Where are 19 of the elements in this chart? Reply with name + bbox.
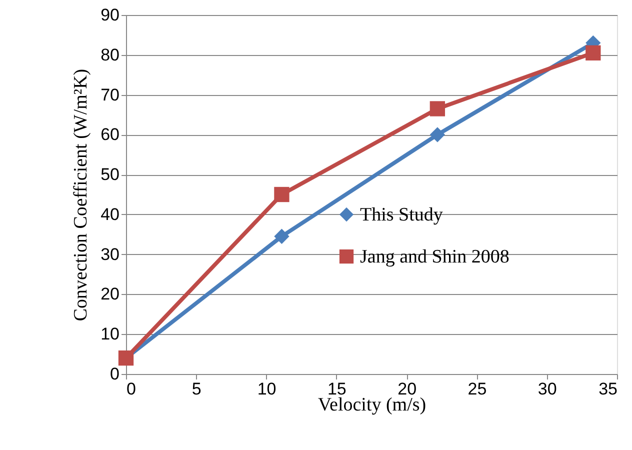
x-tick-label: 25 bbox=[468, 380, 487, 398]
x-tick-label: 35 bbox=[598, 380, 618, 398]
x-tick-label: 10 bbox=[257, 380, 276, 398]
y-tick-label: 0 bbox=[110, 364, 120, 384]
y-tick-label: 40 bbox=[100, 204, 120, 224]
y-tick-label: 30 bbox=[100, 244, 120, 264]
y-axis-title: Convection Coefficient (W/m²K) bbox=[70, 68, 92, 322]
x-tick-label: 0 bbox=[126, 380, 136, 398]
x-tick-label: 30 bbox=[538, 380, 557, 398]
y-tick-label: 80 bbox=[100, 45, 120, 64]
legend-label: This Study bbox=[360, 204, 444, 226]
y-tick-label: 90 bbox=[100, 6, 120, 24]
y-tick-label: 20 bbox=[100, 284, 120, 304]
y-tick-label: 70 bbox=[100, 85, 120, 104]
y-tick-label: 10 bbox=[100, 324, 120, 344]
y-tick-label: 60 bbox=[100, 125, 120, 144]
legend-label: Jang and Shin 2008 bbox=[360, 246, 510, 268]
y-tick-label: 50 bbox=[100, 165, 120, 184]
x-tick-label: 5 bbox=[192, 380, 202, 398]
